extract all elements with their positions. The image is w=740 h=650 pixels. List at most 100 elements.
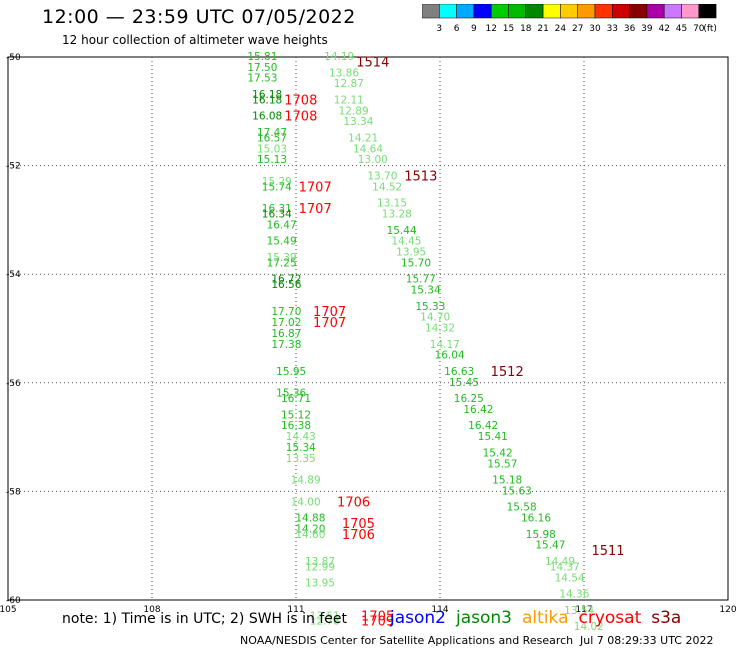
wave-height-label: 14.20	[295, 523, 325, 535]
satellite-s3a: s3a	[651, 608, 682, 628]
wave-height-label: 13.35	[286, 453, 316, 465]
color-scale-label: 3	[436, 24, 442, 34]
wave-height-label: 17.53	[247, 73, 277, 85]
wave-height-label: 14.49	[545, 556, 575, 568]
color-scale-label: 45	[676, 24, 687, 34]
footer-note: note: 1) Time is in UTC; 2) SWH is in fe…	[62, 611, 348, 627]
color-scale-label: 39	[641, 24, 653, 34]
x-tick-label: 114	[431, 605, 448, 615]
wave-height-label: 16.57	[257, 132, 287, 144]
wave-height-label: 16.72	[271, 274, 301, 286]
wave-height-label: 13.34	[343, 116, 373, 128]
wave-height-label: 15.98	[526, 529, 556, 541]
y-tick-label: -50	[6, 53, 21, 63]
chart-subtitle: 12 hour collection of altimeter wave hei…	[62, 33, 328, 47]
y-tick-label: -60	[6, 596, 21, 606]
satellite-legend: jason2 jason3 altika cryosat s3a	[390, 608, 691, 628]
wave-height-label: 16.63	[444, 366, 474, 378]
color-scale-label: 42	[658, 24, 669, 34]
wave-height-label: 16.08	[252, 111, 282, 123]
pass-time-label: 1707	[299, 180, 332, 195]
wave-height-label: 14.21	[348, 132, 378, 144]
color-scale-label: 24	[555, 24, 567, 34]
y-tick-label: -54	[6, 270, 21, 280]
color-scale-label: 15	[503, 24, 514, 34]
pass-time-label: 1706	[337, 495, 370, 510]
color-scale-label: 12	[485, 24, 496, 34]
wave-height-label: 15.49	[267, 236, 297, 248]
credit-text: NOAA/NESDIS Center for Satellite Applica…	[240, 634, 574, 647]
y-tick-label: -52	[6, 162, 21, 172]
wave-height-label: 15.57	[487, 458, 517, 470]
wave-height-label: 16.71	[281, 393, 311, 405]
pass-time-label: 1707	[313, 316, 346, 331]
wave-height-label: 15.34	[411, 284, 441, 296]
wave-height-label: 14.32	[425, 323, 455, 335]
pass-time-label: 1708	[284, 110, 317, 125]
color-scale-label: 70	[693, 24, 705, 34]
satellite-altika: altika	[522, 608, 569, 628]
wave-height-label: 16.18	[252, 89, 282, 101]
y-tick-label: -58	[6, 487, 21, 497]
wave-height-label: 16.34	[262, 208, 292, 220]
wave-height-label: 16.87	[271, 328, 301, 340]
wave-height-label: 12.99	[305, 561, 335, 573]
wave-height-label: 13.00	[358, 154, 388, 166]
wave-height-label: 17.02	[271, 317, 301, 329]
plot-frame	[7, 56, 729, 601]
wave-height-label: 15.18	[492, 475, 522, 487]
pass-time-label: 1706	[342, 528, 375, 543]
wave-height-label: 15.34	[286, 442, 316, 454]
wave-height-label: 14.43	[286, 431, 316, 443]
wave-height-label: 14.45	[391, 236, 421, 248]
color-scale-label: 9	[471, 24, 477, 34]
wave-height-label: 12.78	[310, 616, 340, 628]
satellite-jason2: jason2	[390, 608, 446, 628]
pass-time-label: 1514	[356, 55, 389, 70]
wave-height-label: 14.37	[550, 561, 580, 573]
wave-height-label: 14.64	[353, 143, 383, 155]
wave-height-label: 15.42	[483, 447, 513, 459]
satellite-jason3: jason3	[456, 608, 512, 628]
wave-height-label: 17.38	[271, 339, 301, 351]
color-scale-bar: 3 6 9 12 15 18 21 24 27 30 33 36 39 42 45 70(ft)	[422, 4, 717, 34]
satellite-cryosat: cryosat	[578, 608, 642, 628]
color-scale-label: 6	[454, 24, 460, 34]
axis-ticks: 105 108 111 114 117 120 -50 -52 -54 -56 -58 -60	[0, 53, 737, 615]
wave-height-label: 14.52	[372, 181, 402, 193]
color-swatch	[698, 4, 717, 19]
wave-height-label: 15.58	[507, 502, 537, 514]
wave-height-label: 14.54	[555, 572, 585, 584]
wave-height-label: 13.15	[377, 198, 407, 210]
timestamp-text: Jul 7 08:29:33 UTC 2022	[580, 634, 714, 647]
y-tick-label: -56	[6, 379, 21, 389]
wave-height-label: 13.51	[310, 610, 340, 622]
wave-height-label: 13.70	[367, 170, 397, 182]
wave-height-label: 17.50	[247, 62, 277, 74]
wave-height-label: 14.60	[295, 529, 325, 541]
x-tick-label: 117	[575, 605, 592, 615]
wave-height-label: 14.19	[324, 51, 354, 63]
wave-height-label: 16.42	[463, 404, 493, 416]
wave-height-label: 14.00	[291, 496, 321, 508]
wave-height-label: 14.88	[295, 513, 325, 525]
wave-height-label: 16.42	[468, 420, 498, 432]
wave-height-label: 15.47	[535, 540, 565, 552]
pass-time-label: 1511	[591, 544, 624, 559]
wave-height-label: 13.54	[564, 605, 594, 617]
wave-height-label: 12.87	[334, 78, 364, 90]
wave-height-label: 15.41	[478, 431, 508, 443]
wave-height-label: 13.95	[305, 578, 335, 590]
wave-height-label: 15.12	[281, 409, 311, 421]
wave-height-label: 15.03	[257, 143, 287, 155]
wave-height-label: 12.11	[334, 94, 364, 106]
wave-height-label: 15.33	[415, 301, 445, 313]
wave-height-label: 17.25	[267, 257, 297, 269]
wave-height-label: 16.16	[521, 513, 551, 525]
wave-height-label: 17.47	[257, 127, 287, 139]
wave-height-label: 16.18	[252, 94, 282, 106]
pass-time-label: 1709	[361, 615, 394, 630]
wave-height-label: 15.77	[406, 274, 436, 286]
